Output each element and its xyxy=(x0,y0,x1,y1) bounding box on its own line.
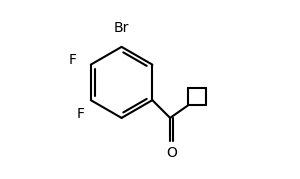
Text: F: F xyxy=(76,107,85,121)
Text: O: O xyxy=(166,146,177,160)
Text: F: F xyxy=(69,53,77,67)
Text: Br: Br xyxy=(114,21,129,35)
